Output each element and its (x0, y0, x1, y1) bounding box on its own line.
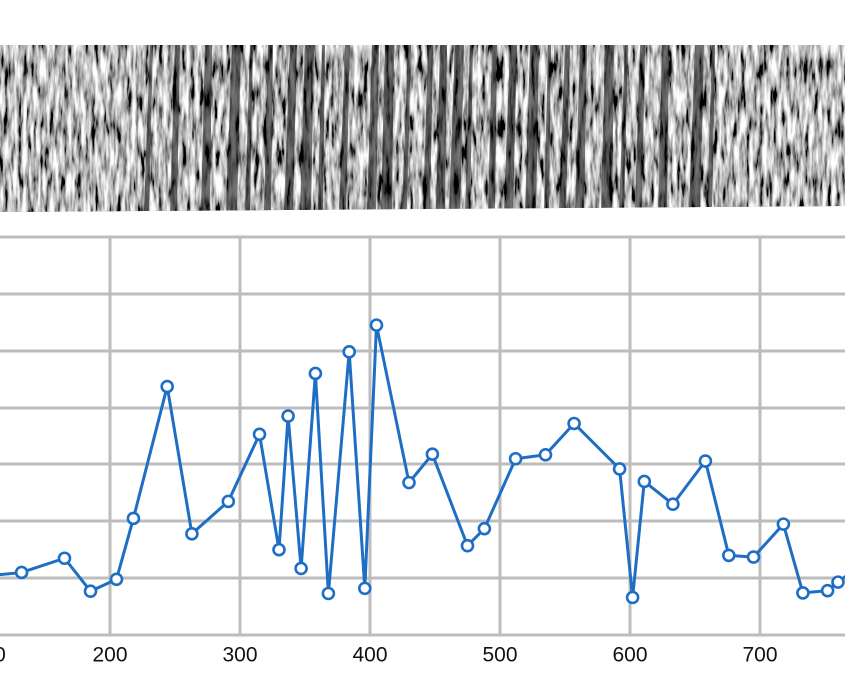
x-tick-label: 700 (742, 644, 777, 667)
data-point-marker (831, 575, 845, 589)
strip-dark-band (300, 45, 314, 212)
strip-dark-band (449, 45, 464, 212)
data-point-marker (369, 318, 384, 332)
data-point-marker (321, 586, 336, 601)
data-point-marker (698, 454, 713, 468)
x-tick-label: 400 (352, 644, 387, 667)
series-line (0, 323, 845, 599)
strip-dark-band (245, 45, 253, 212)
strip-dark-band (575, 45, 587, 212)
data-point-marker (538, 447, 553, 462)
data-point-marker (637, 474, 652, 489)
data-point-marker (126, 511, 141, 526)
strip-dark-band (144, 45, 153, 212)
x-tick-label: 500 (482, 644, 517, 667)
data-point-marker (185, 526, 199, 541)
strip-dark-band (318, 45, 325, 212)
data-point-marker (252, 427, 267, 442)
strip-dark-band (544, 45, 551, 212)
data-point-marker (425, 447, 440, 461)
data-point-marker (83, 584, 98, 599)
micrograph-image-strip (0, 45, 845, 212)
strip-dark-band (264, 45, 273, 212)
strip-dark-band (707, 45, 715, 212)
chart-series (0, 318, 845, 605)
strip-dark-band (201, 45, 212, 212)
strip-dark-band (367, 45, 379, 212)
strip-dark-band (339, 45, 350, 212)
data-point-marker (612, 462, 627, 476)
data-point-marker (109, 572, 124, 587)
data-point-marker (272, 542, 286, 557)
strip-dark-band (381, 45, 394, 212)
data-point-marker (666, 497, 680, 512)
data-point-marker (402, 475, 416, 490)
data-point-marker (357, 581, 372, 596)
strip-dark-band (423, 45, 433, 212)
data-point-marker (342, 345, 357, 359)
data-point-marker (820, 583, 835, 598)
data-point-marker (308, 366, 323, 381)
data-point-marker (776, 517, 791, 531)
data-point-marker (281, 409, 295, 423)
data-point-marker (796, 586, 810, 600)
strip-dark-band (488, 45, 497, 212)
x-tick-label: 0 (0, 644, 6, 667)
data-point-marker (460, 538, 475, 553)
data-point-marker (160, 379, 174, 394)
data-point-marker (14, 565, 29, 580)
data-point-marker (477, 521, 492, 536)
data-point-marker (625, 590, 640, 605)
strip-dark-band (619, 45, 628, 212)
strip-dark-band (689, 45, 704, 212)
strip-dark-band (436, 45, 447, 212)
strip-dark-band (465, 45, 473, 212)
x-tick-label: 600 (612, 644, 647, 667)
data-point-marker (508, 451, 523, 466)
x-tick-label: 300 (222, 644, 257, 667)
strip-dark-band (226, 45, 241, 212)
strip-dark-band (170, 45, 180, 212)
x-axis-ticks: 0 200 300 400 500 600 700 (0, 644, 778, 667)
data-point-marker (294, 561, 308, 576)
x-tick-label: 200 (92, 644, 127, 667)
strip-dark-band (601, 45, 614, 212)
data-point-marker (721, 548, 736, 563)
strip-dark-band (559, 45, 570, 212)
data-point-marker (567, 416, 581, 431)
strip-dark-band (658, 45, 669, 212)
strip-dark-band (635, 45, 645, 212)
data-point-marker (57, 551, 72, 566)
strip-dark-band (504, 45, 517, 212)
chart-grid (0, 235, 845, 637)
strip-dark-band (284, 45, 297, 212)
data-point-marker (221, 494, 236, 509)
strip-dark-band (402, 45, 411, 212)
data-point-marker (746, 550, 761, 564)
strip-dark-band (525, 45, 539, 212)
